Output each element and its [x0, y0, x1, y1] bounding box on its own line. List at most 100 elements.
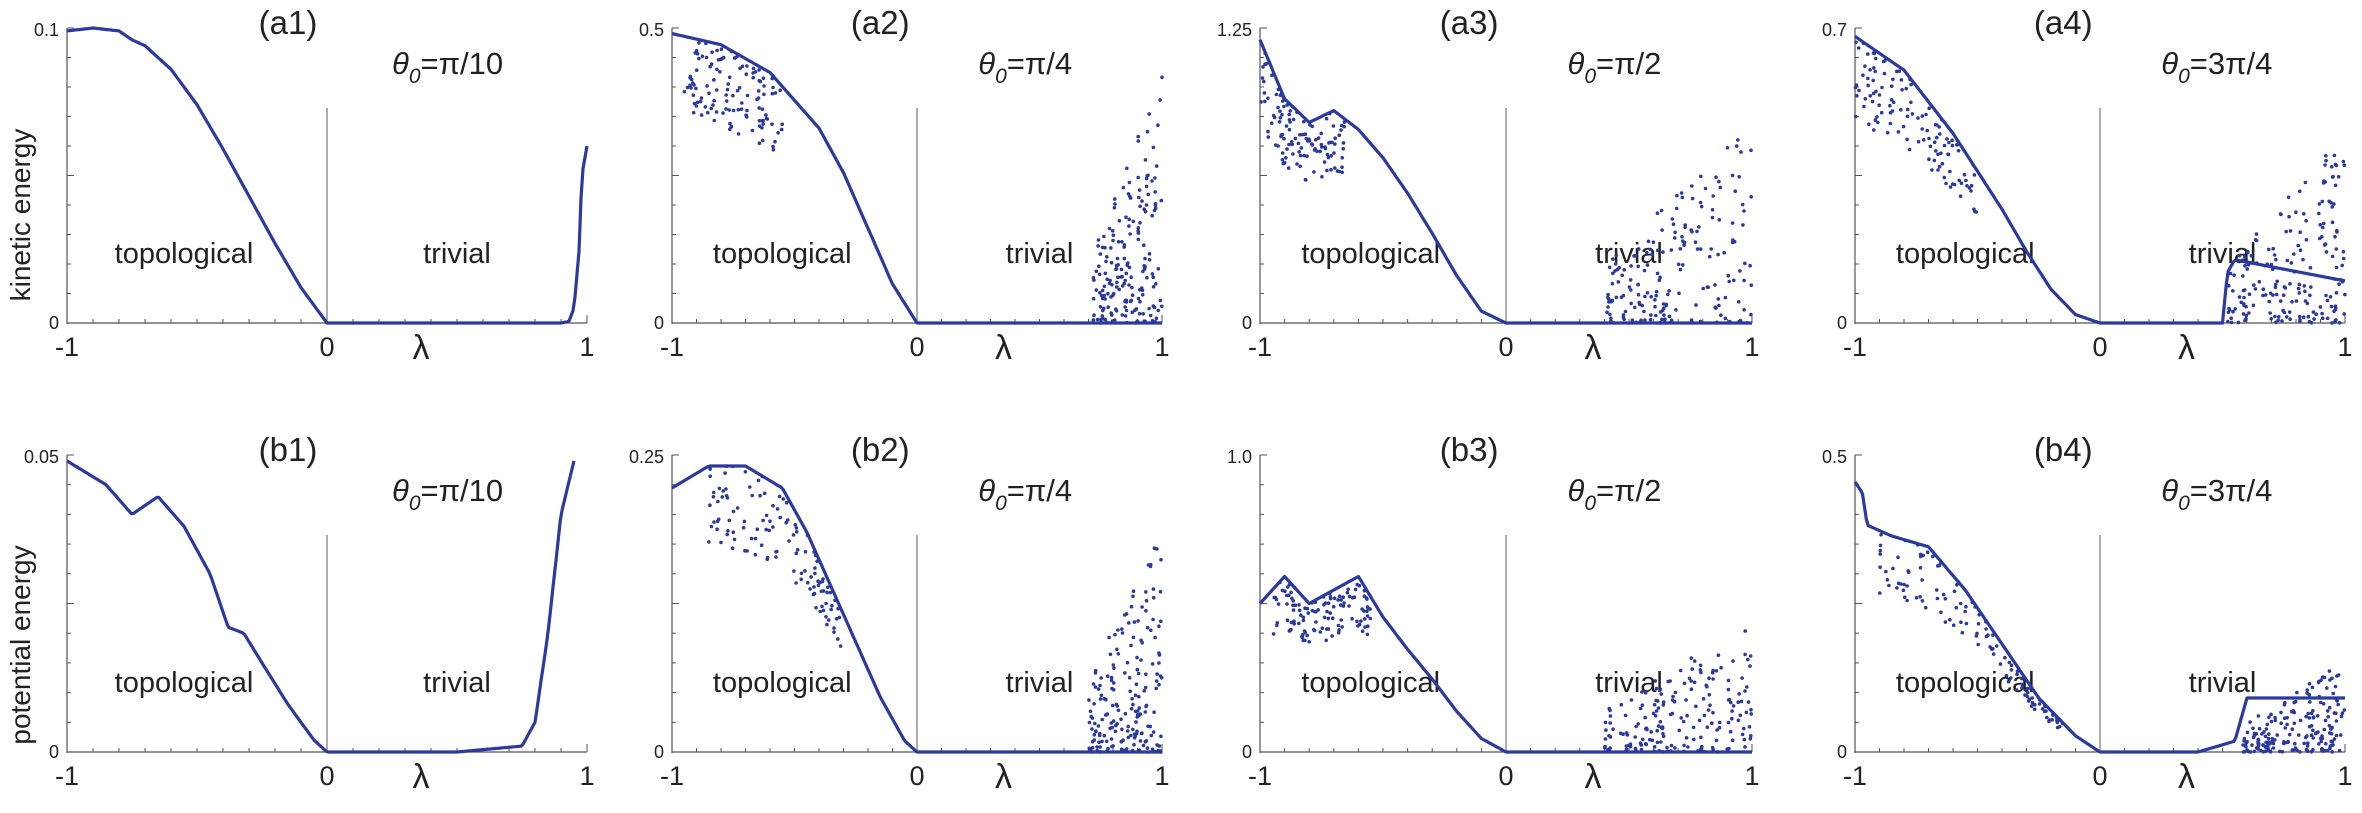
data-point: [2317, 742, 2321, 746]
data-point: [1122, 256, 1127, 261]
data-point: [1969, 189, 1973, 193]
data-point: [1297, 621, 1301, 626]
data-point: [1682, 681, 1687, 686]
data-point: [2343, 292, 2347, 297]
data-point: [1332, 596, 1337, 600]
data-point: [1748, 664, 1752, 668]
data-point: [791, 533, 796, 537]
data-point: [1280, 158, 1285, 162]
data-point: [1111, 319, 1115, 324]
data-point: [1743, 689, 1747, 693]
data-point: [1901, 588, 1906, 592]
data-point: [2309, 285, 2313, 289]
data-point: [2271, 246, 2275, 251]
data-point: [764, 513, 769, 518]
data-point: [1342, 601, 1346, 605]
data-point: [2298, 230, 2302, 234]
data-point: [1336, 598, 1340, 602]
data-point: [2242, 302, 2246, 306]
data-point: [1132, 620, 1137, 624]
data-point: [1284, 156, 1288, 160]
data-point: [1629, 288, 1633, 292]
data-point: [2290, 709, 2294, 714]
data-point: [1310, 142, 1314, 146]
data-point: [1100, 717, 1104, 722]
data-point: [1684, 736, 1689, 740]
x-tick-label: -1: [1248, 332, 1272, 362]
x-tick-label: 1: [1744, 332, 1759, 362]
data-point: [2242, 736, 2247, 741]
data-point: [2342, 708, 2347, 712]
data-point: [736, 132, 741, 136]
data-point: [1120, 313, 1125, 317]
data-point: [1660, 228, 1664, 232]
data-point: [1742, 308, 1746, 312]
data-point: [715, 519, 720, 523]
data-point: [1333, 166, 1337, 170]
data-point: [694, 68, 699, 72]
theta-subscript: 0: [995, 492, 1007, 515]
data-point: [803, 569, 807, 573]
data-point: [833, 598, 837, 603]
region-label-trivial: trivial: [423, 238, 491, 270]
data-point: [1107, 281, 1112, 286]
data-point: [1365, 614, 1370, 618]
data-point: [1280, 588, 1285, 593]
data-point: [715, 527, 719, 531]
data-point: [1333, 142, 1337, 146]
data-point: [2029, 704, 2034, 708]
data-point: [2298, 319, 2302, 324]
region-label-topological: topological: [713, 238, 852, 270]
data-point: [2332, 202, 2336, 206]
data-point: [1977, 612, 1981, 617]
data-point: [1322, 160, 1327, 164]
data-point: [770, 76, 774, 81]
data-point: [2241, 312, 2246, 316]
data-point: [1337, 628, 1341, 632]
data-point: [1693, 240, 1698, 244]
data-point: [2309, 724, 2314, 728]
data-point: [1866, 83, 1870, 88]
data-point: [1963, 609, 1967, 614]
data-point: [742, 519, 747, 524]
data-point: [2289, 261, 2294, 265]
data-point: [1644, 742, 1648, 746]
data-point: [2231, 289, 2235, 293]
data-point: [799, 571, 804, 576]
data-point: [1360, 629, 1365, 633]
data-point: [1270, 73, 1274, 78]
data-point: [1098, 750, 1103, 754]
data-point: [2014, 688, 2019, 692]
data-point: [1681, 263, 1685, 267]
series-curve: [66, 26, 589, 325]
data-point: [1885, 578, 1890, 582]
data-point: [731, 93, 735, 98]
data-point: [1122, 613, 1127, 617]
data-point: [1137, 748, 1142, 752]
x-tick-label: 0: [909, 761, 924, 791]
data-point: [1133, 693, 1138, 698]
data-point: [1103, 245, 1107, 250]
data-point: [744, 113, 748, 117]
data-point: [1857, 88, 1861, 93]
data-point: [2311, 709, 2315, 713]
data-point: [1120, 727, 1124, 732]
data-point: [1102, 293, 1107, 298]
data-point: [1159, 734, 1163, 739]
data-point: [1656, 248, 1660, 253]
data-point: [1145, 275, 1149, 280]
data-point: [1703, 749, 1707, 754]
data-point: [1090, 727, 1094, 731]
x-tick-label: 0: [1498, 332, 1513, 362]
data-point: [1134, 682, 1139, 686]
data-point: [1655, 271, 1660, 276]
data-point: [2283, 726, 2288, 730]
data-point: [2274, 292, 2279, 297]
data-point: [2308, 265, 2313, 270]
data-point: [1657, 749, 1661, 753]
data-point: [2281, 293, 2286, 298]
data-point: [2311, 736, 2315, 740]
data-point: [1312, 627, 1316, 632]
data-point: [2301, 257, 2305, 262]
